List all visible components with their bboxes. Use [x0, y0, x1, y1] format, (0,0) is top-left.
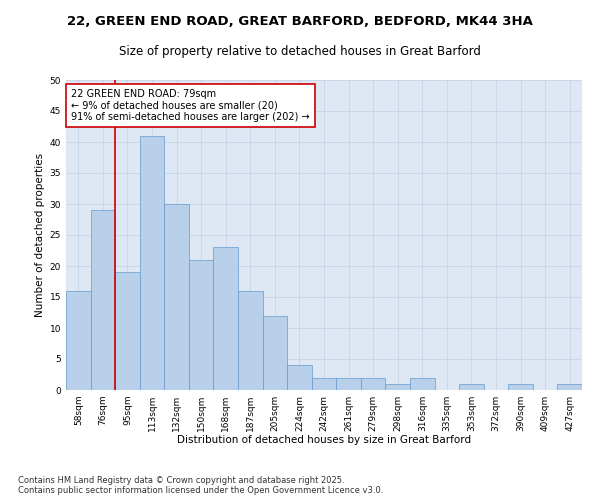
- Bar: [410, 378, 434, 390]
- X-axis label: Distribution of detached houses by size in Great Barford: Distribution of detached houses by size …: [177, 436, 471, 446]
- Bar: [459, 384, 484, 390]
- Bar: [263, 316, 287, 390]
- Bar: [115, 272, 140, 390]
- Text: 22 GREEN END ROAD: 79sqm
← 9% of detached houses are smaller (20)
91% of semi-de: 22 GREEN END ROAD: 79sqm ← 9% of detache…: [71, 90, 310, 122]
- Bar: [238, 291, 263, 390]
- Bar: [336, 378, 361, 390]
- Bar: [385, 384, 410, 390]
- Bar: [214, 248, 238, 390]
- Bar: [189, 260, 214, 390]
- Bar: [557, 384, 582, 390]
- Text: 22, GREEN END ROAD, GREAT BARFORD, BEDFORD, MK44 3HA: 22, GREEN END ROAD, GREAT BARFORD, BEDFO…: [67, 15, 533, 28]
- Y-axis label: Number of detached properties: Number of detached properties: [35, 153, 46, 317]
- Bar: [361, 378, 385, 390]
- Text: Contains HM Land Registry data © Crown copyright and database right 2025.
Contai: Contains HM Land Registry data © Crown c…: [18, 476, 383, 495]
- Bar: [66, 291, 91, 390]
- Bar: [508, 384, 533, 390]
- Bar: [287, 365, 312, 390]
- Bar: [164, 204, 189, 390]
- Bar: [91, 210, 115, 390]
- Bar: [312, 378, 336, 390]
- Bar: [140, 136, 164, 390]
- Text: Size of property relative to detached houses in Great Barford: Size of property relative to detached ho…: [119, 45, 481, 58]
